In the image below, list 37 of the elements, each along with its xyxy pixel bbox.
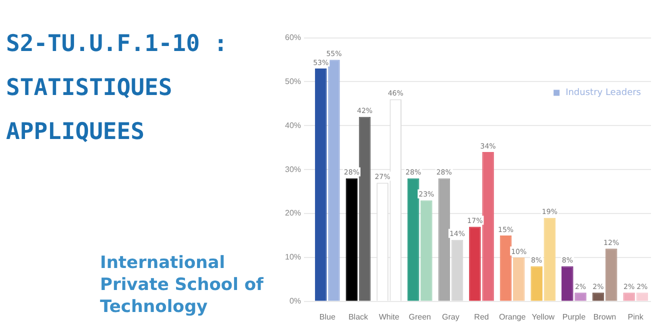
y-tick-label: 30% (284, 164, 302, 174)
bar (500, 236, 512, 301)
x-tick-label: Blue (319, 312, 336, 322)
bar (328, 60, 340, 301)
bar (530, 266, 542, 301)
x-tick-label: Black (348, 312, 370, 322)
y-tick-label: 10% (284, 252, 302, 262)
bar (451, 240, 464, 301)
bar (358, 116, 371, 301)
x-tick-label: Green (408, 312, 431, 322)
bar (407, 178, 420, 301)
bar (314, 68, 327, 301)
text: S2-TU.U.F.1-10 : STATISTIQUES APPLIQUEES (6, 30, 229, 147)
bar (482, 152, 494, 301)
x-tick-label: Pink (628, 312, 644, 322)
y-tick-label: 20% (284, 208, 302, 218)
x-tick-label: Red (474, 312, 489, 322)
bar (346, 178, 358, 301)
y-tick-label: 40% (284, 120, 302, 130)
bar (469, 226, 481, 301)
x-tick-label: Purple (562, 312, 586, 322)
x-tick-label: White (378, 312, 400, 322)
x-tick-label: Brown (593, 312, 616, 322)
y-tick-label: 50% (284, 76, 302, 86)
bar (512, 257, 525, 301)
bar (562, 266, 574, 301)
bar (544, 218, 556, 301)
y-tick-label: 0% (289, 296, 302, 306)
x-tick-label: Orange (498, 312, 526, 322)
bar (420, 200, 432, 301)
legend-label: Industry Leaders (566, 88, 642, 98)
bar (438, 178, 450, 301)
x-tick-label: Yellow (532, 312, 555, 322)
text: International Private School of Technology (100, 252, 264, 318)
y-tick-label: 60% (284, 33, 302, 42)
bar (605, 248, 618, 301)
x-tick-label: Gray (442, 312, 460, 322)
